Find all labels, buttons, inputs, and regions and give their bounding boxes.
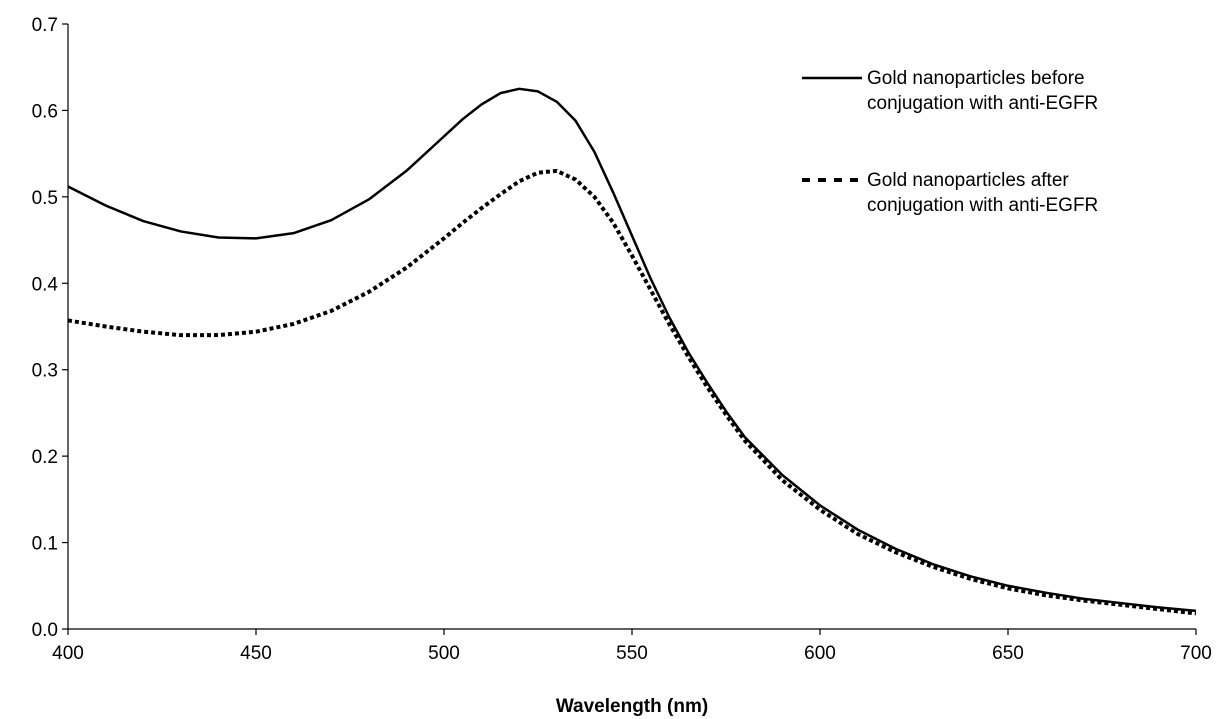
x-tick-label: 500	[428, 643, 460, 664]
x-tick-label: 650	[992, 643, 1024, 664]
x-tick-label: 600	[804, 643, 836, 664]
legend-label-after: Gold nanoparticles after	[867, 170, 1069, 191]
y-tick-label: 0.2	[32, 447, 58, 468]
legend: Gold nanoparticles before conjugation wit…	[802, 68, 1098, 216]
y-tick-label: 0.5	[32, 188, 58, 209]
y-tick-label: 0.0	[32, 620, 58, 641]
y-tick-label: 0.3	[32, 361, 58, 382]
x-tick-label: 400	[52, 643, 84, 664]
series-layer	[68, 89, 1196, 614]
legend-label-before: Gold nanoparticles before	[867, 68, 1085, 89]
y-tick-label: 0.6	[32, 101, 58, 122]
series-line-before-conjugation	[68, 89, 1196, 611]
y-tick-label: 0.4	[32, 274, 59, 295]
legend-label-after: conjugation with anti-EGFR	[867, 195, 1098, 216]
x-tick-label: 450	[240, 643, 272, 664]
y-tick-label: 0.7	[32, 15, 58, 36]
y-tick-label: 0.1	[32, 534, 58, 555]
x-axis-title: Wavelength (nm)	[556, 696, 708, 717]
x-tick-label: 550	[616, 643, 648, 664]
x-tick-label: 700	[1180, 643, 1212, 664]
legend-label-before: conjugation with anti-EGFR	[867, 93, 1098, 114]
